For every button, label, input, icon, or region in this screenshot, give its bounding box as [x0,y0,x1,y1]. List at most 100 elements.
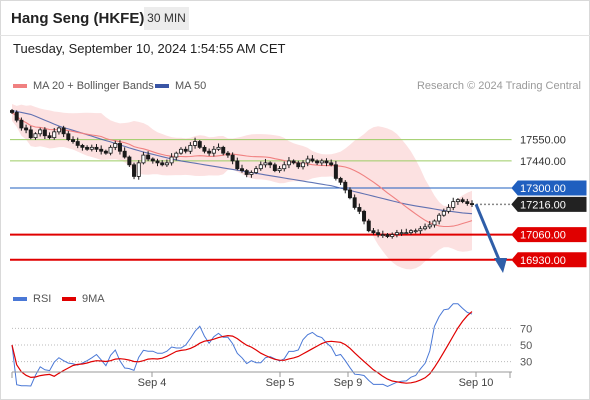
candle-body [66,133,71,140]
candle-body [305,158,310,164]
candle-body [225,152,230,156]
candle-body [136,162,141,177]
candle-body [352,197,357,208]
candle-body [333,164,338,179]
candle-body [404,232,409,235]
candle-body [399,232,404,235]
candle-body [329,162,334,166]
candle-body [14,112,19,121]
candle-body [272,164,277,172]
candle-body [52,131,57,139]
level-tag-17216.00 [511,196,587,212]
candle-body [343,181,348,191]
level-tag-17300.00 [511,180,587,196]
candle-body [455,199,460,203]
candle-body [418,228,423,232]
candle-body [127,156,132,166]
candle-body [441,210,446,216]
candle-body [108,146,113,154]
candle-body [164,162,169,166]
level-label-17060.00: 17060.00 [520,230,566,242]
candle-body [268,162,273,166]
candle-body [230,154,235,162]
candle-body [301,162,306,168]
candles [9,108,474,239]
candle-body [122,150,127,158]
candle-body [103,150,108,154]
candle-body [432,220,437,226]
candle-body [9,110,14,113]
candle-body [423,226,428,230]
level-label-17216.00: 17216.00 [520,199,566,211]
legend-ma20: MA 20 + Bollinger Bands [13,80,154,92]
level-tag-17440.00 [511,153,587,169]
candle-body [38,129,43,135]
rsi-ma9-line [11,311,473,384]
legend-rsi-label: RSI [33,293,52,305]
rsi-tick-70: 70 [520,323,532,335]
candle-body [371,230,376,234]
level-label-17440.00: 17440.00 [520,156,566,168]
x-tick-label-Sep 10: Sep 10 [459,377,494,389]
candle-body [263,162,268,166]
candle-body [202,146,207,152]
forecast-arrowhead [494,258,507,273]
candle-body [85,146,90,150]
ma20-swatch [13,84,27,88]
level-tag-16930.00 [511,252,587,268]
candle-body [94,146,99,150]
candle-body [99,148,104,152]
candle-body [465,201,470,204]
candle-body [160,162,165,166]
candle-body [380,234,385,236]
chart-header: Hang Seng (HKFE) 30 MIN [0,0,590,36]
candle-body [319,160,324,164]
x-tick-label-Sep 9: Sep 9 [334,377,363,389]
level-label-16930.00: 16930.00 [520,255,566,267]
candle-body [174,152,179,158]
timestamp: Tuesday, September 10, 2024 1:54:55 AM C… [13,41,286,56]
ma9-swatch [62,297,76,301]
forecast-arrow [474,203,502,263]
candle-body [310,158,315,162]
candle-body [113,143,118,148]
level-tag-17060.00 [511,227,587,243]
legend-ma50: MA 50 [155,80,206,92]
candle-body [56,127,61,133]
candle-body [19,119,24,129]
rsi-line [11,303,473,388]
candle-body [437,214,442,222]
candle-body [413,230,418,233]
candle-body [239,168,244,172]
candle-body [446,207,451,212]
candle-body [390,234,395,237]
candle-body [183,148,188,152]
candle-body [244,170,249,175]
candle-body [47,135,52,139]
candle-body [221,146,226,154]
candle-body [324,160,329,164]
legend-ma9: 9MA [62,293,105,305]
candle-body [207,150,212,154]
candle-body [394,232,399,235]
candle-body [211,148,216,154]
candle-body [141,154,146,164]
candle-body [193,141,198,146]
legend-rsi: RSI [13,293,51,305]
rsi-tick-50: 50 [520,340,532,352]
timeframe-button[interactable]: 30 MIN [144,7,189,30]
candle-body [24,127,29,131]
candle-body [155,160,160,164]
candle-body [277,168,282,172]
candle-body [427,224,432,228]
candle-body [132,164,137,177]
candle-body [258,164,263,170]
candle-body [61,127,66,135]
ma20-line [11,111,473,228]
legend-ma20-label: MA 20 + Bollinger Bands [33,80,154,92]
candle-body [235,160,240,170]
candle-body [89,146,94,150]
candle-body [286,160,291,166]
candle-body [469,203,474,205]
